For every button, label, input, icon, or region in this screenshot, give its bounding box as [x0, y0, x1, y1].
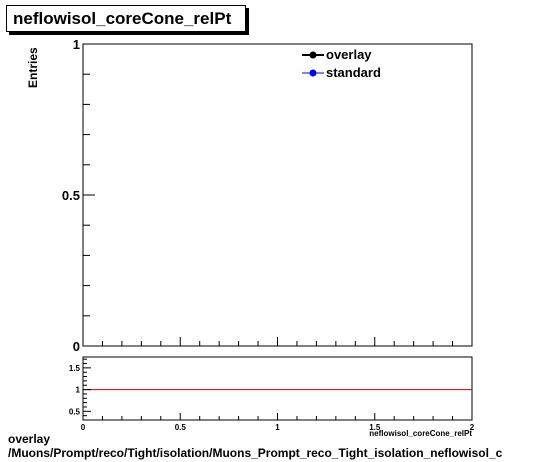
ratio-x-tick-label: 0 — [81, 423, 86, 432]
footer-path: /Muons/Prompt/reco/Tight/isolation/Muons… — [8, 446, 503, 460]
ratio-axis-labels: 0.511.50 0.5 1 1.5 2 — [69, 364, 475, 432]
y-axis-title: Entries — [26, 47, 40, 88]
main-y-tick-label: 0 — [73, 339, 80, 354]
ratio-axis-ticks — [82, 358, 473, 420]
ratio-y-tick-label: 1 — [76, 386, 81, 395]
ratio-x-tick-label: 0.5 — [175, 423, 187, 432]
x-axis-title: neflowisol_coreCone_relPt — [369, 429, 472, 438]
legend-marker-overlay — [309, 51, 317, 59]
legend-marker-standard — [309, 69, 317, 77]
ratio-y-tick-label: 0.5 — [69, 407, 81, 416]
legend-label-overlay: overlay — [326, 47, 372, 62]
ratio-x-tick-label: 2 — [470, 423, 475, 432]
ratio-x-tick-label: 1 — [275, 423, 280, 432]
main-y-tick-label: 0.5 — [62, 188, 80, 203]
main-plot-frame — [82, 43, 473, 347]
legend: overlay standard — [302, 47, 381, 80]
main-axis-labels: 00.51 — [62, 37, 80, 354]
ratio-plot-frame — [82, 356, 473, 421]
main-axis-ticks — [82, 43, 473, 347]
ratio-x-tick-label: 1.5 — [369, 423, 381, 432]
footer-label: overlay — [8, 432, 51, 446]
main-y-tick-label: 1 — [73, 37, 80, 52]
legend-label-standard: standard — [326, 65, 381, 80]
ratio-y-tick-label: 1.5 — [69, 364, 81, 373]
title-box: neflowisol_coreCone_relPt — [6, 5, 246, 32]
plot-title: neflowisol_coreCone_relPt — [13, 9, 232, 28]
